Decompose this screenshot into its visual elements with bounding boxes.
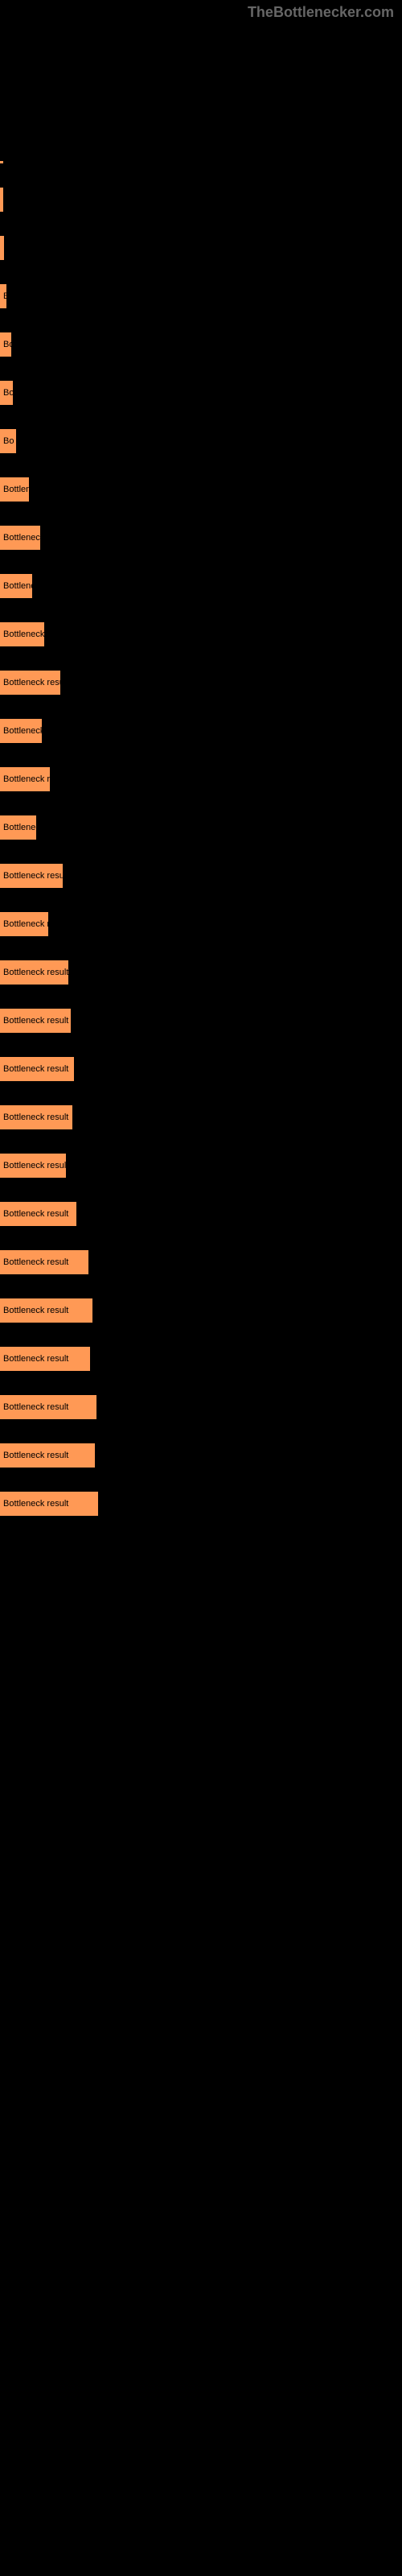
bar-row: Bo (0, 381, 402, 405)
bar-row: Bottlene (0, 477, 402, 502)
bar-row: Bottleneck result (0, 1492, 402, 1516)
chart-bar: Bottleneck result (0, 1057, 74, 1081)
bar-row: Bottleneck r (0, 526, 402, 550)
chart-bar: Bo (0, 332, 11, 357)
bar-row (0, 236, 402, 260)
chart-bar: Bottleneck result (0, 1443, 95, 1468)
chart-bar: Bottleneck re (0, 719, 42, 743)
chart-bar: Bottleneck result (0, 1298, 92, 1323)
bar-row: B (0, 284, 402, 308)
chart-bar: Bottleneck result (0, 1105, 72, 1129)
bar-row: Bottleneck result (0, 1154, 402, 1178)
chart-bar: Bottleneck result (0, 1202, 76, 1226)
bar-row: Bottleneck result (0, 1202, 402, 1226)
chart-bar: Bottleneck res (0, 912, 48, 936)
bar-row: Bottleneck result (0, 1105, 402, 1129)
bar-row (0, 161, 402, 163)
bar-row: Bottleneck result (0, 1298, 402, 1323)
bar-row: Bottleneck result (0, 671, 402, 695)
chart-bar: Bo (0, 381, 13, 405)
bar-row: Bottleneck res (0, 622, 402, 646)
chart-bar: Bottleneck result (0, 1395, 96, 1419)
bar-row: Bottleneck result (0, 1009, 402, 1033)
chart-bar: Bo (0, 429, 16, 453)
bar-row (0, 188, 402, 212)
watermark-text: TheBottlenecker.com (248, 4, 394, 21)
chart-bar: Bottleneck result (0, 1492, 98, 1516)
chart-bar: Bottleneck resu (0, 767, 50, 791)
chart-bar: Bottleneck r (0, 526, 40, 550)
bar-row: Bottleneck result (0, 1395, 402, 1419)
bar-row: Bottleneck result (0, 864, 402, 888)
chart-bar: Bottleneck result (0, 1009, 71, 1033)
bar-row: Bottleneck r (0, 815, 402, 840)
bar-chart: B Bo Bo Bo Bottlene Bottleneck r Bottlenec Bott… (0, 0, 402, 1516)
bar-row: Bottleneck res (0, 912, 402, 936)
chart-bar: Bottleneck result (0, 960, 68, 985)
chart-bar: Bottlene (0, 477, 29, 502)
bar-row: Bottleneck re (0, 719, 402, 743)
chart-bar: Bottlenec (0, 574, 32, 598)
bar-row: Bottleneck resu (0, 767, 402, 791)
chart-bar: Bottleneck result (0, 1250, 88, 1274)
chart-bar (0, 236, 4, 260)
chart-bar: Bottleneck res (0, 622, 44, 646)
bar-row: Bottleneck result (0, 1250, 402, 1274)
bar-row: Bottlenec (0, 574, 402, 598)
bar-row: Bo (0, 332, 402, 357)
chart-bar (0, 188, 3, 212)
chart-bar (0, 161, 3, 163)
bar-row: Bottleneck result (0, 1057, 402, 1081)
chart-bar: Bottleneck result (0, 671, 60, 695)
chart-bar: Bottleneck result (0, 1347, 90, 1371)
bar-row: Bottleneck result (0, 960, 402, 985)
chart-bar: Bottleneck result (0, 864, 63, 888)
chart-bar: Bottleneck r (0, 815, 36, 840)
bar-row: Bo (0, 429, 402, 453)
chart-bar: Bottleneck result (0, 1154, 66, 1178)
bar-row: Bottleneck result (0, 1347, 402, 1371)
bar-row: Bottleneck result (0, 1443, 402, 1468)
chart-bar: B (0, 284, 6, 308)
